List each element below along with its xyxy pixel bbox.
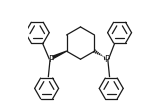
Polygon shape (53, 51, 66, 58)
Text: P: P (104, 55, 110, 64)
Text: P: P (48, 55, 53, 64)
